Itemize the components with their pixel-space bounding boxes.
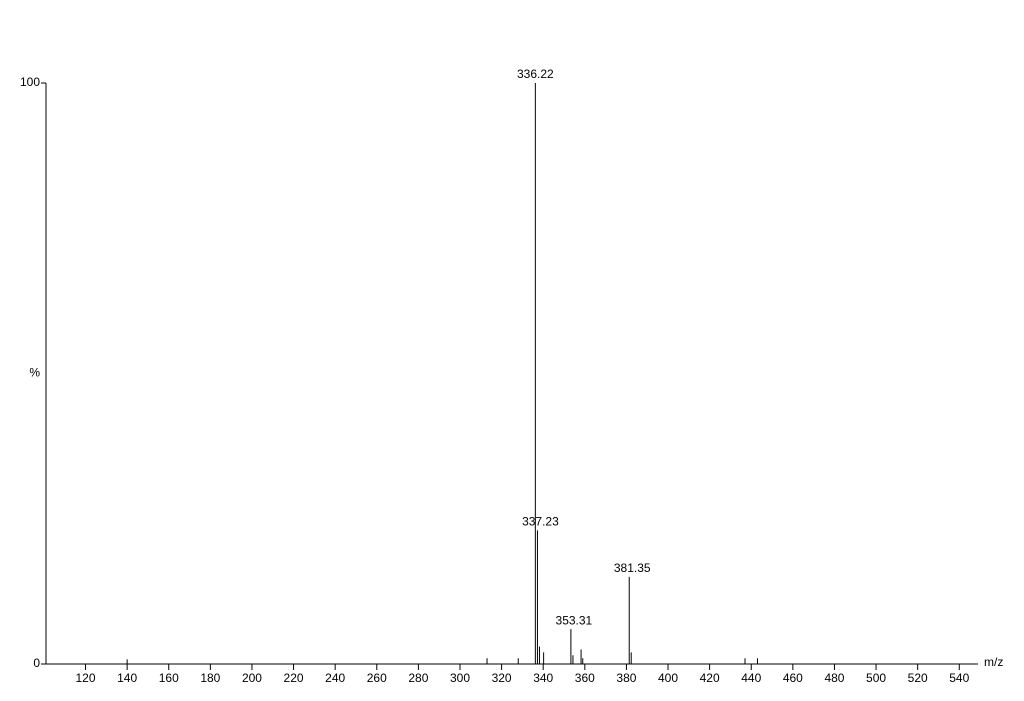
x-tick-label: 180 [200,671,220,685]
x-tick-label: 400 [658,671,678,685]
x-tick-label: 260 [367,671,387,685]
x-tick-label: 440 [741,671,761,685]
x-tick-label: 220 [284,671,304,685]
x-tick-label: 200 [242,671,262,685]
x-tick-label: 280 [408,671,428,685]
y-tick-label: 100 [20,75,40,89]
x-tick-label: 380 [616,671,636,685]
x-tick-label: 480 [824,671,844,685]
x-tick-label: 320 [492,671,512,685]
x-tick-label: 540 [949,671,969,685]
x-tick-label: 520 [908,671,928,685]
peak-label: 336.22 [517,67,554,81]
x-tick-label: 300 [450,671,470,685]
x-tick-label: 420 [700,671,720,685]
x-tick-label: 160 [159,671,179,685]
x-tick-label: 500 [866,671,886,685]
x-tick-label: 460 [783,671,803,685]
x-tick-label: 140 [117,671,137,685]
peak-label: 337.23 [522,515,559,529]
x-tick-label: 120 [76,671,96,685]
peak-label: 381.35 [614,561,651,575]
x-tick-label: 360 [575,671,595,685]
x-axis-label: m/z [984,655,1003,669]
x-tick-label: 240 [325,671,345,685]
y-axis-label: % [29,366,40,380]
peak-label: 353.31 [556,613,593,627]
x-tick-label: 340 [533,671,553,685]
y-tick-label: 0 [33,656,40,670]
